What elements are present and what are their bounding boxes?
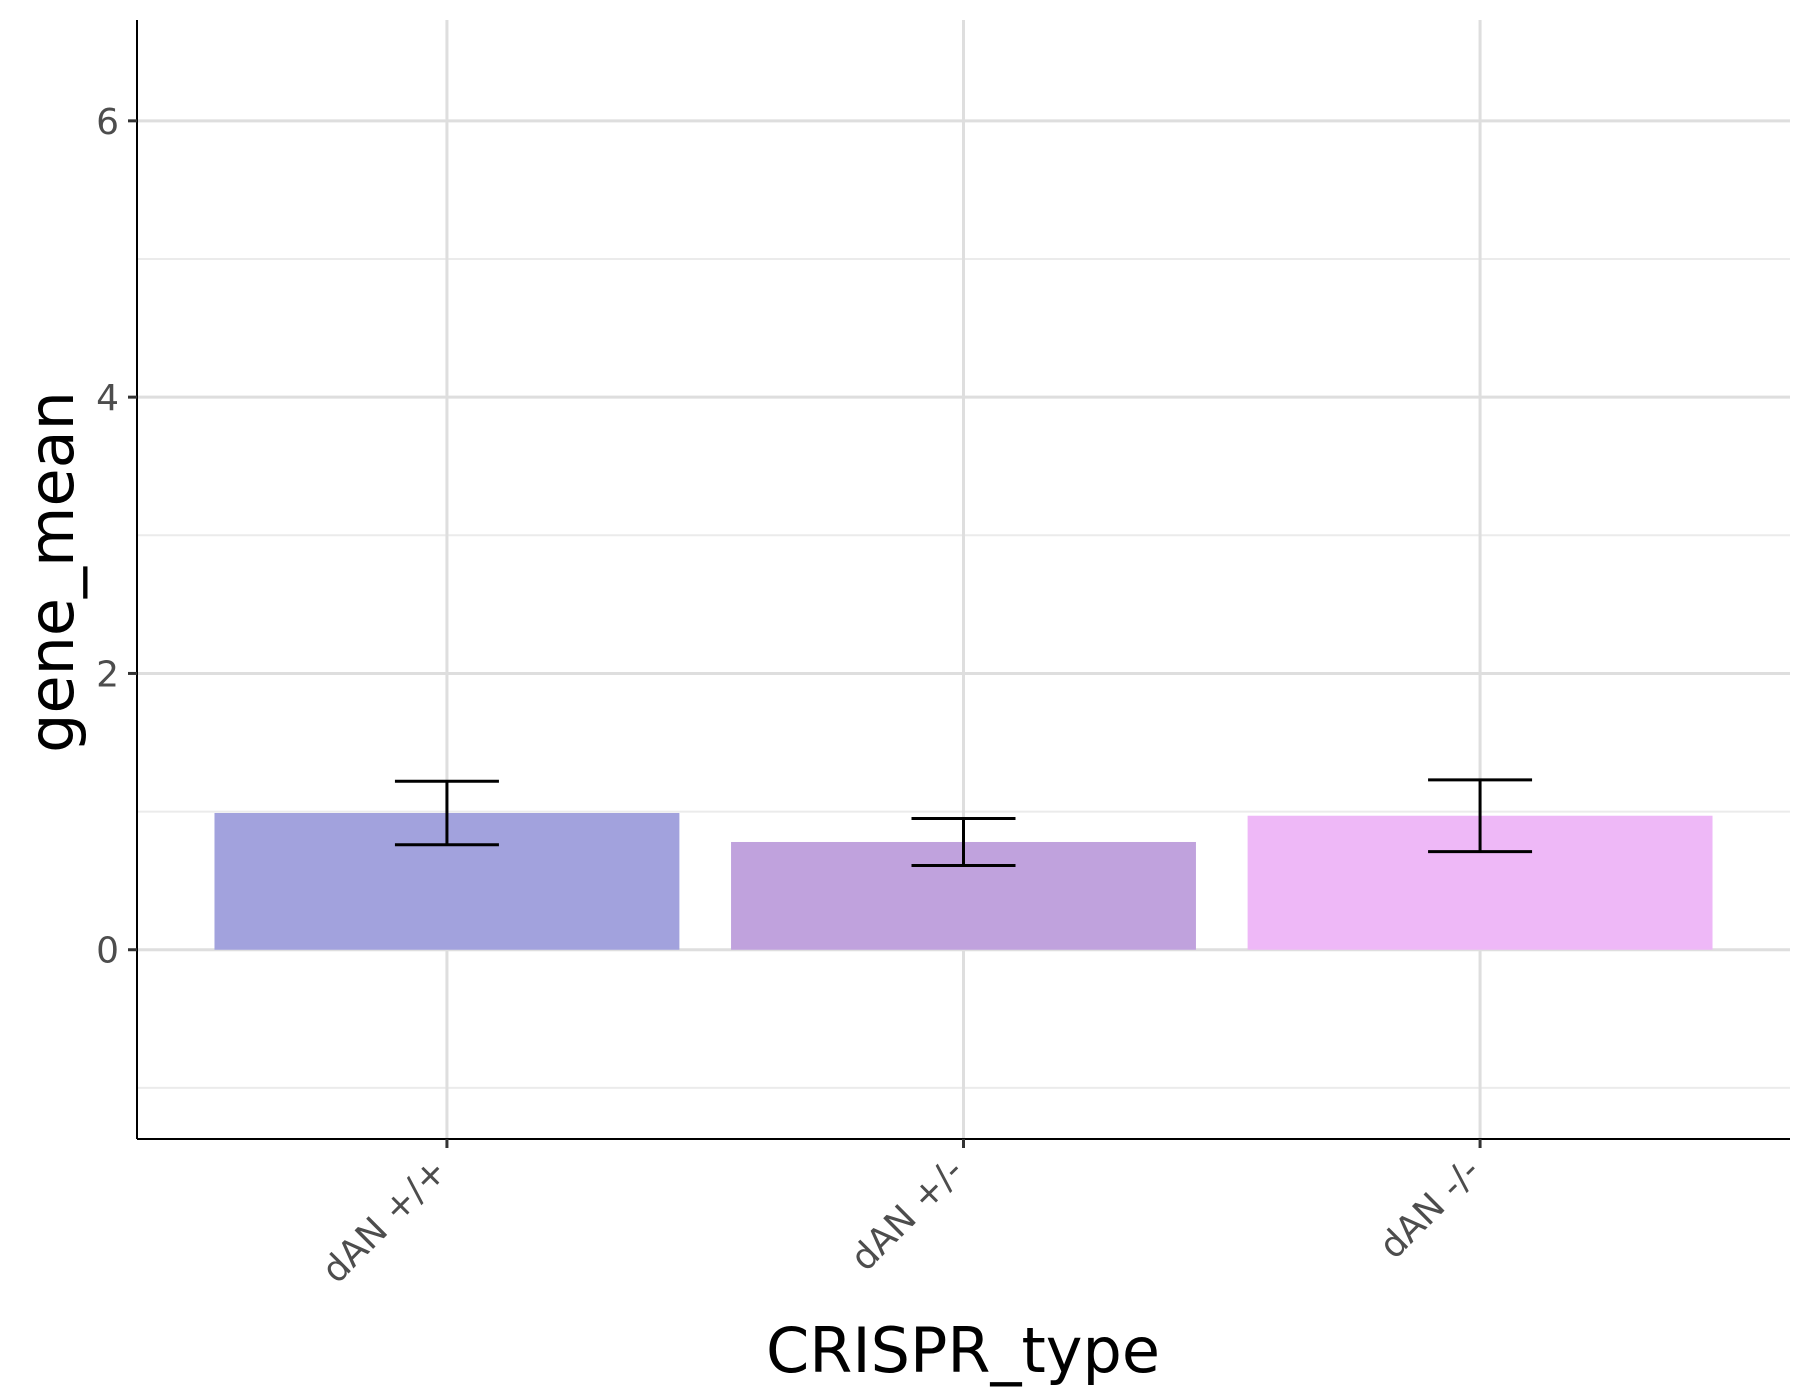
y-tick-label-1: 2 [96, 654, 119, 695]
y-tick-label-3: 6 [96, 102, 119, 143]
x-tick-label-2: dAN +/- [843, 1150, 972, 1279]
x-tick-label-3: dAN -/- [1372, 1150, 1489, 1267]
tick-labels: 0 2 4 6 dAN +/+ dAN +/- dAN -/- [96, 102, 1488, 1291]
error-bars [394, 778, 1533, 867]
y-axis-title: gene_mean [15, 391, 88, 753]
axes [128, 20, 1790, 1148]
grid-lines [137, 20, 1790, 1139]
y-tick-label-0: 0 [96, 931, 119, 972]
x-tick-label-1: dAN +/+ [314, 1150, 455, 1291]
x-axis-title: CRISPR_type [766, 1314, 1160, 1387]
y-tick-label-2: 4 [96, 378, 119, 419]
